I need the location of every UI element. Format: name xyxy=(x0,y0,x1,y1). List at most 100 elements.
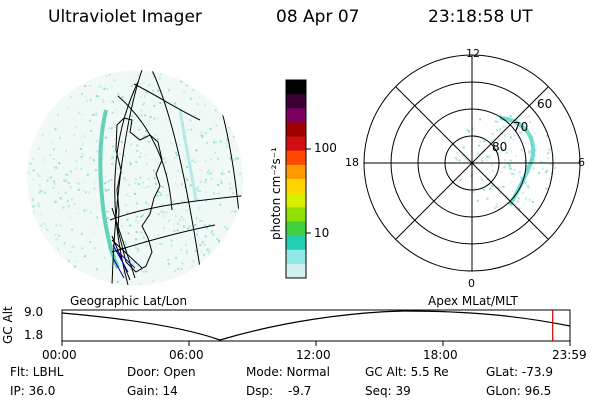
speckle xyxy=(175,156,178,159)
speckle xyxy=(121,96,124,99)
info-gain: Gain: 14 xyxy=(127,384,178,398)
speckle xyxy=(83,209,86,212)
speckle xyxy=(31,198,34,201)
speckle xyxy=(130,85,133,87)
colorbar xyxy=(285,79,311,279)
speckle xyxy=(548,179,551,182)
speckle xyxy=(528,198,531,201)
speckle xyxy=(532,167,535,170)
speckle xyxy=(490,164,493,167)
speckle xyxy=(130,267,133,270)
speckle xyxy=(173,156,176,159)
speckle xyxy=(486,197,489,200)
speckle xyxy=(137,183,140,186)
speckle xyxy=(520,176,523,179)
speckle xyxy=(73,133,76,136)
speckle xyxy=(533,160,536,163)
speckle xyxy=(197,189,199,192)
speckle xyxy=(88,191,91,194)
speckle xyxy=(141,214,144,217)
speckle xyxy=(134,246,137,249)
speckle xyxy=(216,157,219,160)
speckle xyxy=(213,138,215,141)
speckle xyxy=(182,218,184,221)
speckle xyxy=(65,173,68,176)
speckle xyxy=(520,131,523,134)
speckle xyxy=(218,192,220,195)
speckle xyxy=(456,158,459,161)
speckle xyxy=(101,99,104,101)
altitude-curve xyxy=(61,310,571,341)
speckle xyxy=(184,160,187,163)
speckle xyxy=(174,104,177,107)
speckle xyxy=(229,187,232,190)
speckle xyxy=(52,148,55,151)
speckle xyxy=(75,260,78,262)
speckle xyxy=(192,260,195,263)
speckle xyxy=(520,149,523,151)
speckle xyxy=(128,195,131,198)
timeline-ytick-low: 1.8 xyxy=(24,328,44,342)
speckle xyxy=(110,127,113,130)
speckle xyxy=(146,244,149,247)
speckle xyxy=(496,202,499,205)
speckle xyxy=(228,170,230,173)
speckle xyxy=(143,187,146,190)
speckle xyxy=(103,256,106,259)
speckle xyxy=(86,99,88,102)
speckle xyxy=(509,115,512,118)
speckle xyxy=(514,203,517,205)
speckle xyxy=(142,270,145,273)
speckle xyxy=(137,114,140,117)
speckle xyxy=(511,190,514,192)
speckle xyxy=(166,211,168,214)
speckle xyxy=(524,197,527,200)
info-glat: GLat: -73.9 xyxy=(486,365,553,379)
speckle xyxy=(527,186,530,189)
speckle xyxy=(117,167,120,170)
speckle xyxy=(115,108,118,111)
speckle xyxy=(180,200,183,202)
speckle xyxy=(508,163,511,166)
speckle xyxy=(526,185,529,188)
speckle xyxy=(58,235,61,237)
speckle xyxy=(144,154,147,157)
speckle xyxy=(156,89,159,92)
speckle xyxy=(27,171,30,174)
speckle xyxy=(116,280,119,283)
speckle xyxy=(81,143,84,146)
speckle xyxy=(40,190,43,193)
speckle xyxy=(220,172,223,175)
speckle xyxy=(456,151,459,154)
speckle xyxy=(191,228,194,231)
speckle xyxy=(103,87,106,90)
speckle xyxy=(511,173,514,176)
speckle xyxy=(239,172,242,175)
speckle xyxy=(547,152,550,155)
speckle xyxy=(173,270,176,273)
speckle xyxy=(107,188,110,191)
speckle xyxy=(92,114,95,116)
colorbar-tick-10: 10 xyxy=(314,226,330,240)
speckle xyxy=(54,233,57,236)
speckle xyxy=(130,259,133,262)
date-label: 08 Apr 07 xyxy=(276,7,360,27)
speckle xyxy=(37,205,40,208)
speckle xyxy=(55,166,58,169)
speckle xyxy=(163,157,166,160)
speckle xyxy=(32,211,35,214)
speckle xyxy=(180,216,183,218)
speckle xyxy=(144,95,147,98)
speckle xyxy=(480,158,483,161)
speckle xyxy=(498,147,501,150)
speckle xyxy=(496,121,499,124)
speckle xyxy=(137,74,140,77)
instrument-title: Ultraviolet Imager xyxy=(48,7,202,27)
speckle xyxy=(96,268,99,271)
speckle xyxy=(485,159,488,161)
speckle xyxy=(218,240,220,243)
speckle xyxy=(114,201,117,204)
speckle xyxy=(502,185,505,188)
speckle xyxy=(204,191,207,194)
